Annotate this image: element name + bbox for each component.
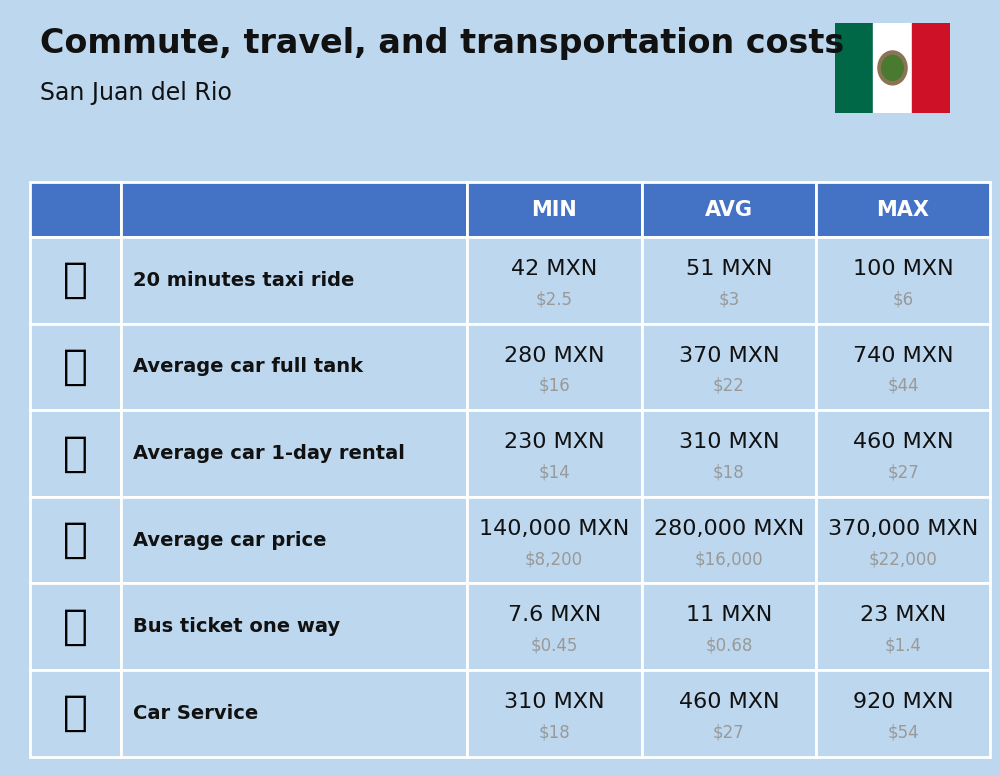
- Bar: [873, 23, 912, 113]
- Text: 140,000 MXN: 140,000 MXN: [479, 519, 629, 539]
- Text: 310 MXN: 310 MXN: [504, 692, 604, 712]
- Text: $18: $18: [538, 723, 570, 741]
- Text: $18: $18: [713, 463, 745, 481]
- Text: MAX: MAX: [877, 199, 930, 220]
- Text: Car Service: Car Service: [133, 704, 258, 722]
- Text: $0.68: $0.68: [705, 637, 753, 655]
- Text: 230 MXN: 230 MXN: [504, 432, 604, 452]
- Text: 20 minutes taxi ride: 20 minutes taxi ride: [133, 271, 355, 289]
- Text: 370 MXN: 370 MXN: [679, 345, 779, 365]
- Text: Average car 1-day rental: Average car 1-day rental: [133, 444, 405, 463]
- Text: 460 MXN: 460 MXN: [853, 432, 953, 452]
- Text: $16,000: $16,000: [695, 550, 763, 568]
- Text: 280 MXN: 280 MXN: [504, 345, 604, 365]
- Text: $27: $27: [713, 723, 745, 741]
- Text: Commute, travel, and transportation costs: Commute, travel, and transportation cost…: [40, 27, 844, 61]
- Text: ⛽: ⛽: [63, 346, 88, 388]
- Text: 23 MXN: 23 MXN: [860, 605, 946, 625]
- Text: Average car price: Average car price: [133, 531, 327, 549]
- Text: 🚕: 🚕: [63, 259, 88, 301]
- Text: MIN: MIN: [531, 199, 577, 220]
- Bar: [912, 23, 950, 113]
- Text: 280,000 MXN: 280,000 MXN: [654, 519, 804, 539]
- Text: $14: $14: [538, 463, 570, 481]
- Text: 11 MXN: 11 MXN: [686, 605, 772, 625]
- Bar: [835, 23, 873, 113]
- Text: $0.45: $0.45: [530, 637, 578, 655]
- Text: $1.4: $1.4: [885, 637, 922, 655]
- Text: 920 MXN: 920 MXN: [853, 692, 953, 712]
- Text: 310 MXN: 310 MXN: [679, 432, 779, 452]
- Text: $27: $27: [887, 463, 919, 481]
- Text: $2.5: $2.5: [536, 290, 573, 308]
- Text: $3: $3: [718, 290, 740, 308]
- Text: Average car full tank: Average car full tank: [133, 357, 363, 376]
- Text: $8,200: $8,200: [525, 550, 583, 568]
- Text: San Juan del Rio: San Juan del Rio: [40, 81, 232, 106]
- Text: 370,000 MXN: 370,000 MXN: [828, 519, 978, 539]
- Text: 51 MXN: 51 MXN: [686, 259, 772, 279]
- Text: Bus ticket one way: Bus ticket one way: [133, 617, 340, 636]
- Text: $54: $54: [887, 723, 919, 741]
- Text: 🚗: 🚗: [63, 432, 88, 474]
- Text: 🚘: 🚘: [63, 519, 88, 561]
- Text: AVG: AVG: [705, 199, 753, 220]
- Text: 🔧: 🔧: [63, 692, 88, 734]
- Text: $22: $22: [713, 377, 745, 395]
- Text: $44: $44: [887, 377, 919, 395]
- Text: $22,000: $22,000: [869, 550, 937, 568]
- Text: 100 MXN: 100 MXN: [853, 259, 953, 279]
- Circle shape: [882, 55, 903, 81]
- Text: 7.6 MXN: 7.6 MXN: [508, 605, 601, 625]
- Text: $16: $16: [538, 377, 570, 395]
- Text: 🚌: 🚌: [63, 606, 88, 648]
- Circle shape: [878, 51, 907, 85]
- Text: 42 MXN: 42 MXN: [511, 259, 597, 279]
- Text: 460 MXN: 460 MXN: [679, 692, 779, 712]
- Text: 740 MXN: 740 MXN: [853, 345, 953, 365]
- Text: $6: $6: [893, 290, 914, 308]
